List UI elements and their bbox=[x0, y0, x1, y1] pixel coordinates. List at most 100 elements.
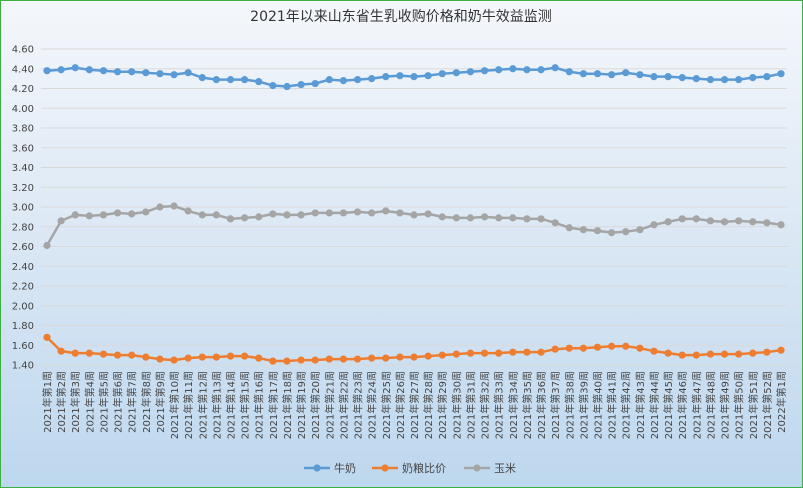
data-point bbox=[156, 70, 164, 78]
data-point bbox=[509, 65, 517, 73]
data-point bbox=[128, 210, 136, 218]
x-tick-label: 2021年第1周 bbox=[41, 371, 54, 433]
data-point bbox=[678, 74, 686, 82]
data-point bbox=[720, 218, 729, 226]
x-tick-label: 2021年第24周 bbox=[366, 371, 379, 439]
data-point bbox=[636, 344, 644, 352]
data-point bbox=[297, 80, 305, 89]
x-tick-label: 2021年第17周 bbox=[267, 371, 280, 439]
data-point bbox=[763, 73, 771, 81]
data-point bbox=[523, 348, 531, 356]
legend-item: 玉米 bbox=[464, 462, 516, 475]
data-point bbox=[438, 213, 446, 221]
data-point bbox=[142, 208, 150, 216]
data-point bbox=[622, 228, 630, 236]
data-point bbox=[466, 68, 475, 76]
data-point bbox=[212, 211, 220, 219]
y-tick-label: 4.00 bbox=[12, 104, 34, 115]
data-point bbox=[424, 210, 432, 218]
legend-item: 奶粮比价 bbox=[372, 461, 446, 475]
data-point bbox=[170, 71, 178, 79]
data-point bbox=[99, 350, 108, 358]
data-point bbox=[424, 352, 432, 360]
data-point bbox=[777, 346, 785, 354]
data-point bbox=[57, 347, 65, 355]
data-point bbox=[339, 209, 348, 217]
data-point bbox=[325, 76, 333, 84]
data-point bbox=[706, 217, 715, 225]
data-point bbox=[311, 79, 319, 88]
y-tick-label: 2.80 bbox=[12, 222, 34, 233]
data-point bbox=[410, 73, 418, 81]
data-point bbox=[226, 76, 235, 84]
data-point bbox=[452, 214, 460, 222]
data-point bbox=[325, 209, 333, 217]
x-tick-label: 2021年第6周 bbox=[112, 371, 125, 433]
data-point bbox=[170, 202, 178, 210]
x-tick-label: 2021年第9周 bbox=[154, 371, 167, 433]
data-point bbox=[410, 353, 418, 361]
x-tick-label: 2021年第45周 bbox=[662, 371, 675, 439]
data-point bbox=[438, 351, 446, 359]
data-point bbox=[57, 217, 65, 225]
data-point bbox=[509, 214, 517, 222]
data-point bbox=[692, 351, 700, 359]
data-point bbox=[636, 71, 644, 79]
y-tick-label: 3.60 bbox=[12, 143, 34, 154]
data-point bbox=[749, 349, 757, 357]
data-point bbox=[368, 354, 376, 362]
data-point bbox=[113, 68, 122, 76]
data-point bbox=[255, 213, 263, 221]
x-tick-label: 2021年第4周 bbox=[83, 371, 96, 433]
data-point bbox=[226, 352, 235, 360]
data-point bbox=[565, 224, 573, 232]
data-point bbox=[283, 211, 291, 219]
data-point bbox=[113, 209, 122, 217]
y-tick-label: 2.00 bbox=[12, 301, 34, 312]
data-point bbox=[565, 344, 573, 352]
data-point bbox=[382, 207, 390, 215]
x-tick-label: 2021年第40周 bbox=[592, 371, 605, 439]
data-point bbox=[763, 219, 771, 227]
x-tick-label: 2021年第11周 bbox=[182, 371, 195, 439]
y-axis: 1.40 1.60 1.80 2.00 2.20 2.40 2.60 2.80 3.00 3.20… bbox=[12, 45, 34, 372]
data-point bbox=[226, 215, 235, 223]
x-tick-label: 2021年第14周 bbox=[225, 371, 238, 439]
x-tick-label: 2021年第43周 bbox=[634, 371, 647, 439]
x-tick-label: 2021年第27周 bbox=[408, 371, 421, 439]
series-group bbox=[43, 64, 785, 365]
data-point bbox=[212, 76, 220, 84]
data-point bbox=[283, 357, 291, 365]
data-point bbox=[71, 64, 79, 72]
data-point bbox=[128, 68, 136, 76]
data-point bbox=[523, 215, 531, 223]
x-tick-label: 2021年第39周 bbox=[577, 371, 590, 439]
data-point bbox=[706, 350, 715, 358]
data-point bbox=[241, 76, 249, 84]
data-point bbox=[749, 74, 757, 82]
data-point bbox=[368, 209, 376, 217]
data-point bbox=[353, 76, 362, 84]
x-tick-label: 2021年第2周 bbox=[55, 371, 68, 433]
y-tick-label: 4.40 bbox=[12, 64, 34, 75]
data-point bbox=[593, 343, 602, 351]
data-point bbox=[551, 64, 559, 72]
data-point bbox=[269, 210, 277, 218]
data-point bbox=[113, 351, 122, 359]
y-tick-label: 4.60 bbox=[12, 45, 34, 56]
data-point bbox=[720, 76, 729, 84]
data-point bbox=[71, 349, 79, 357]
data-point bbox=[551, 345, 559, 353]
data-point bbox=[198, 211, 206, 219]
x-tick-label: 2021年第28周 bbox=[422, 371, 435, 439]
x-tick-label: 2021年第33周 bbox=[493, 371, 506, 439]
data-point bbox=[184, 354, 192, 362]
data-point bbox=[382, 354, 390, 362]
x-tick-label: 2021年第46周 bbox=[676, 371, 689, 439]
data-point bbox=[495, 66, 503, 74]
data-point bbox=[128, 351, 136, 359]
x-tick-label: 2021年第48周 bbox=[704, 371, 717, 439]
data-point bbox=[198, 353, 206, 361]
